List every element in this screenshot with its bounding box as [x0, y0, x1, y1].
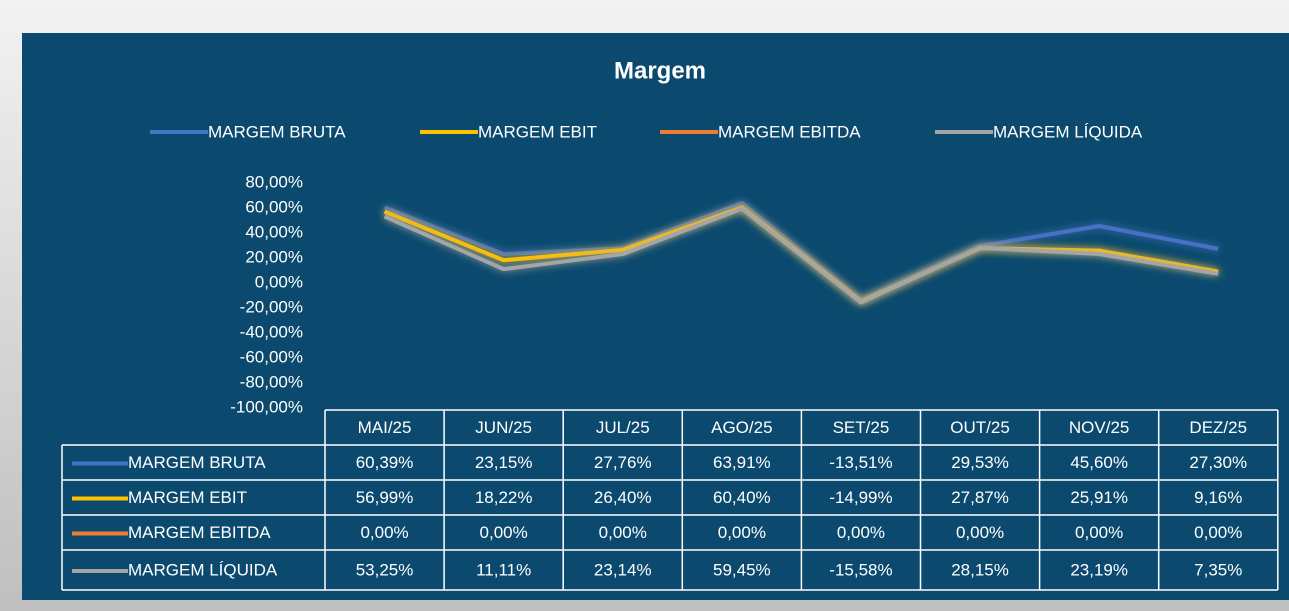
table-cell: 56,99%	[356, 488, 414, 507]
x-tick-label: DEZ/25	[1189, 418, 1247, 437]
legend-label: MARGEM EBIT	[478, 122, 597, 141]
x-tick-label: OUT/25	[950, 418, 1010, 437]
legend-label: MARGEM BRUTA	[208, 122, 346, 141]
y-tick-label: 0,00%	[255, 272, 303, 291]
table-cell: 0,00%	[718, 523, 766, 542]
table-cell: 11,11%	[476, 560, 531, 579]
table-cell: 26,40%	[594, 488, 652, 507]
y-tick-label: 40,00%	[245, 222, 303, 241]
table-cell: 45,60%	[1070, 453, 1128, 472]
x-tick-label: MAI/25	[358, 418, 412, 437]
table-cell: 0,00%	[1194, 523, 1242, 542]
table-cell: 60,39%	[356, 453, 414, 472]
table-cell: 18,22%	[475, 488, 533, 507]
table-cell: 23,19%	[1070, 560, 1128, 579]
table-cell: 0,00%	[599, 523, 647, 542]
legend-label: MARGEM EBITDA	[128, 523, 271, 542]
table-cell: -15,58%	[829, 560, 892, 579]
table-cell: 27,87%	[951, 488, 1009, 507]
table-cell: 23,15%	[475, 453, 533, 472]
legend-label: MARGEM LÍQUIDA	[993, 122, 1143, 141]
table-cell: 25,91%	[1070, 488, 1128, 507]
table-cell: 59,45%	[713, 560, 771, 579]
series-line	[383, 206, 1219, 305]
legend-label: MARGEM LÍQUIDA	[128, 560, 278, 579]
y-tick-label: 60,00%	[245, 197, 303, 216]
table-cell: 0,00%	[837, 523, 885, 542]
table-cell: 27,76%	[594, 453, 652, 472]
y-tick-label: -60,00%	[240, 347, 303, 366]
y-tick-label: -100,00%	[230, 397, 303, 416]
table-cell: -13,51%	[829, 453, 892, 472]
table-cell: 60,40%	[713, 488, 771, 507]
table-cell: 9,16%	[1194, 488, 1242, 507]
table-cell: 0,00%	[956, 523, 1004, 542]
chart-area	[22, 33, 1289, 600]
x-tick-label: SET/25	[833, 418, 890, 437]
table-cell: 0,00%	[480, 523, 528, 542]
x-tick-label: AGO/25	[711, 418, 772, 437]
y-tick-label: -80,00%	[240, 372, 303, 391]
legend-label: MARGEM BRUTA	[128, 453, 266, 472]
legend-label: MARGEM EBIT	[128, 488, 247, 507]
table-cell: 29,53%	[951, 453, 1009, 472]
series-line	[383, 201, 1219, 302]
chart-title: Margem	[614, 57, 706, 84]
legend-label: MARGEM EBITDA	[718, 122, 861, 141]
table-cell: 27,30%	[1189, 453, 1247, 472]
x-tick-label: JUL/25	[596, 418, 650, 437]
table-cell: -14,99%	[829, 488, 892, 507]
x-tick-label: NOV/25	[1069, 418, 1129, 437]
y-tick-label: -40,00%	[240, 322, 303, 341]
table-cell: 28,15%	[951, 560, 1009, 579]
table-cell: 23,14%	[594, 560, 652, 579]
y-tick-label: -20,00%	[240, 297, 303, 316]
table-cell: 53,25%	[356, 560, 414, 579]
table-cell: 0,00%	[360, 523, 408, 542]
y-tick-label: 80,00%	[245, 172, 303, 191]
x-tick-label: JUN/25	[475, 418, 532, 437]
table-cell: 7,35%	[1194, 560, 1242, 579]
table-cell: 63,91%	[713, 453, 771, 472]
table-cell: 0,00%	[1075, 523, 1123, 542]
y-tick-label: 20,00%	[245, 247, 303, 266]
